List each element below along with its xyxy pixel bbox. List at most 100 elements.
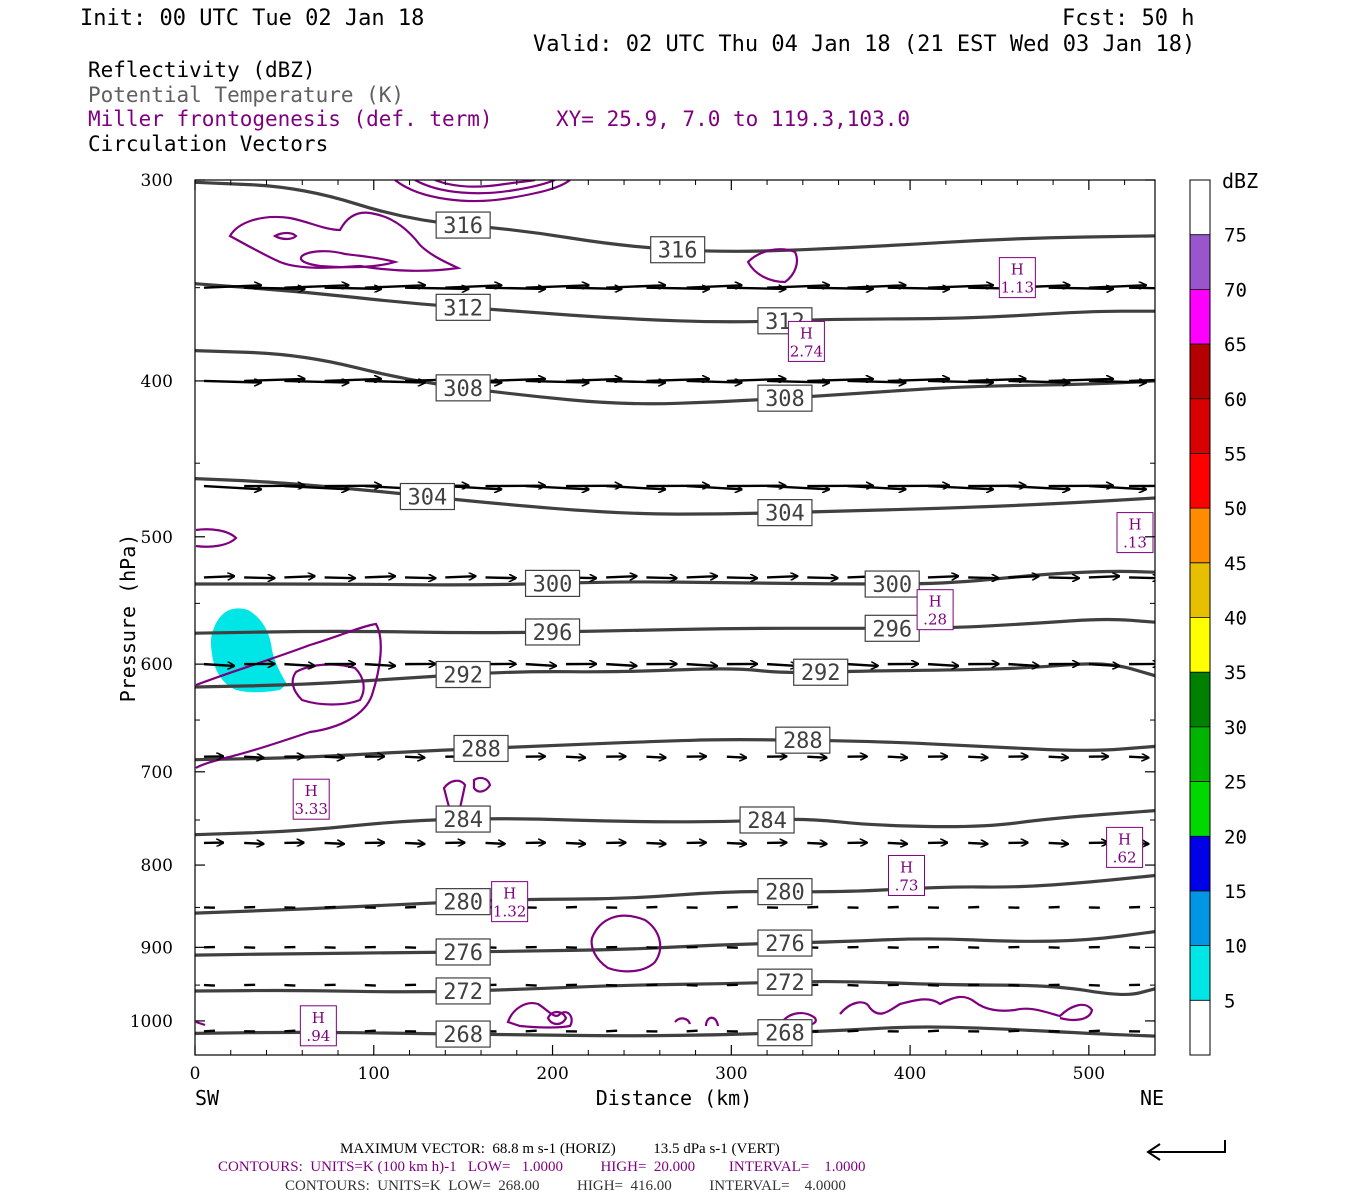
svg-text:H: H: [305, 782, 318, 800]
fgen-contour: [434, 180, 536, 188]
circulation-vector: [726, 843, 746, 844]
theta-contour-292: [195, 662, 1155, 689]
circulation-vector: [726, 379, 786, 381]
circulation-vector: [927, 1029, 940, 1033]
circulation-vector: [807, 843, 826, 844]
circulation-vector: [445, 576, 475, 577]
svg-text:296: 296: [533, 621, 573, 646]
svg-text:268: 268: [765, 1022, 805, 1047]
circulation-vector: [1088, 1029, 1100, 1033]
circulation-vector: [244, 843, 263, 844]
circulation-vector: [364, 285, 425, 287]
fgen-contour: [839, 995, 1094, 1021]
y-tick-label: 900: [141, 938, 173, 958]
theta-label: 284: [435, 805, 491, 833]
theta-label: 316: [435, 211, 491, 239]
x-tick-label: 400: [894, 1064, 926, 1084]
theta-contour-312: [195, 282, 1155, 324]
colorbar-label: 65: [1224, 334, 1247, 356]
theta-label: 288: [453, 734, 509, 762]
svg-text:2.74: 2.74: [790, 342, 823, 360]
colorbar-label: 35: [1224, 662, 1247, 684]
svg-text:.73: .73: [895, 876, 919, 894]
colorbar-segment: [1190, 836, 1210, 891]
fgen-contour: [228, 211, 462, 272]
fgen-contour: [546, 1010, 568, 1026]
svg-text:304: 304: [408, 486, 448, 511]
svg-text:.28: .28: [923, 611, 947, 629]
circulation-vector: [606, 664, 636, 666]
colorbar-segment: [1190, 234, 1210, 290]
colorbar-segment: [1190, 508, 1210, 563]
circulation-vector: [565, 379, 622, 381]
svg-text:H: H: [312, 1009, 325, 1027]
circulation-vector: [244, 757, 263, 758]
svg-text:312: 312: [443, 296, 483, 321]
circulation-vector: [364, 664, 395, 666]
fgen-maximum: H.73: [888, 854, 926, 896]
circulation-vector: [1088, 381, 1146, 383]
fgen-contour: [272, 231, 298, 241]
colorbar-label: 15: [1224, 881, 1247, 903]
colorbar-label: 5: [1224, 990, 1235, 1012]
circulation-vector: [1088, 484, 1146, 489]
circulation-vector: [968, 577, 998, 578]
circulation-vector: [1129, 286, 1155, 290]
fgen-contour: [195, 528, 238, 548]
theta-label: 272: [435, 977, 491, 1005]
x-end-left: SW: [195, 1086, 220, 1110]
colorbar-label: 75: [1224, 225, 1247, 247]
theta-label: 304: [757, 499, 813, 527]
svg-text:296: 296: [872, 617, 912, 642]
circulation-vector: [686, 576, 717, 577]
theta-label: 284: [739, 806, 795, 834]
svg-text:280: 280: [765, 881, 805, 906]
circulation-vector: [324, 379, 382, 381]
fgen-contour: [195, 622, 382, 769]
circulation-vector: [324, 757, 344, 758]
theta-contour-304: [195, 477, 1155, 516]
fgen-maximum: H.62: [1106, 826, 1144, 868]
fgen-contour: [299, 250, 400, 269]
fgen-maximum: H.28: [916, 589, 954, 631]
circulation-vector: [284, 484, 348, 489]
circulation-vector: [646, 757, 665, 758]
svg-text:H: H: [929, 593, 942, 611]
circulation-vector: [686, 486, 742, 489]
circulation-vector: [244, 379, 305, 381]
circulation-vector: [1008, 576, 1038, 577]
fgen-maximum: H3.33: [292, 778, 330, 820]
svg-text:1.13: 1.13: [1001, 279, 1034, 297]
circulation-vector: [847, 1029, 859, 1033]
svg-text:1.32: 1.32: [493, 903, 526, 921]
circulation-vector: [203, 1029, 216, 1033]
theta-label: 268: [757, 1019, 813, 1047]
theta-contour-268: [195, 1025, 1155, 1038]
theta-label: 312: [435, 293, 491, 321]
circulation-vector: [405, 577, 435, 578]
svg-text:292: 292: [801, 661, 841, 686]
fgen-contour: [394, 180, 571, 203]
circulation-vector: [1008, 484, 1069, 489]
circulation-vector: [1048, 843, 1068, 844]
fgen-maximum: H1.13: [998, 257, 1036, 299]
init-time: Init: 00 UTC Tue 02 Jan 18: [80, 6, 424, 31]
theta-contour-296: [195, 617, 1155, 635]
circulation-vector: [284, 1029, 296, 1033]
colorbar-segment: [1190, 1000, 1210, 1055]
circulation-vector: [686, 1029, 698, 1033]
y-tick-label: 600: [141, 655, 173, 675]
theta-label: 308: [757, 384, 813, 412]
footer-contours-theta: CONTOURS: UNITS=K LOW= 268.00 HIGH= 416.…: [285, 1178, 846, 1194]
circulation-vector: [244, 577, 274, 578]
circulation-vector: [1129, 378, 1155, 383]
circulation-vector: [324, 288, 382, 289]
svg-text:300: 300: [872, 573, 912, 598]
circulation-vector: [525, 1029, 537, 1033]
circulation-vector: [887, 757, 907, 758]
fgen-contour: [746, 248, 799, 284]
circulation-vector: [1048, 288, 1114, 289]
fgen-contour: [704, 1016, 720, 1027]
circulation-vector: [766, 664, 797, 666]
